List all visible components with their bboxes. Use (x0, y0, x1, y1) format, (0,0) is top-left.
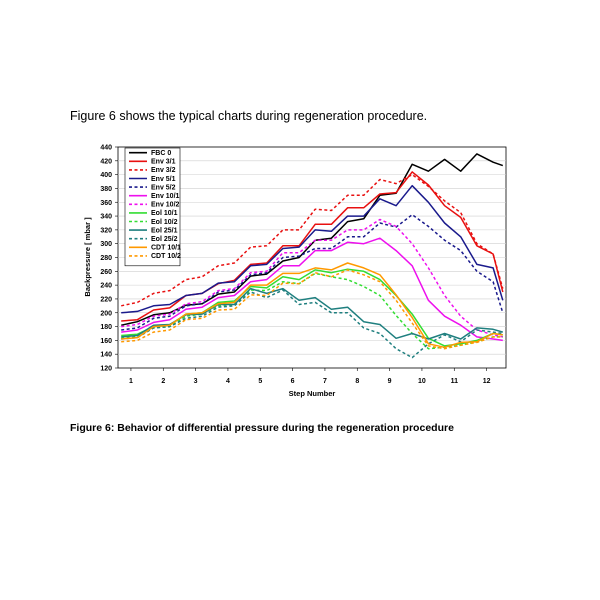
y-tick-label: 140 (100, 352, 112, 359)
legend-label-env-10-2: Env 10/2 (151, 202, 180, 209)
x-tick-label: 7 (323, 378, 327, 385)
y-tick-label: 280 (100, 255, 112, 262)
x-tick-label: 9 (388, 378, 392, 385)
series-line-env-3-2 (121, 173, 504, 307)
y-tick-label: 320 (100, 227, 112, 234)
legend-label-env-10-1: Env 10/1 (151, 193, 180, 200)
x-tick-label: 4 (226, 378, 230, 385)
series-line-env-10-2 (121, 218, 503, 338)
legend-label-eol-10-2: Eol 10/2 (151, 219, 178, 226)
y-tick-label: 200 (100, 310, 112, 317)
x-tick-label: 12 (483, 378, 491, 385)
legend-label-cdt-10-2: CDT 10/2 (151, 253, 181, 260)
legend-label-eol-10-1: Eol 10/1 (151, 210, 178, 217)
figure-caption: Figure 6: Behavior of differential press… (70, 422, 454, 434)
x-axis-label: Step Number (289, 389, 336, 398)
intro-text: Figure 6 shows the typical charts during… (70, 109, 428, 123)
y-tick-label: 420 (100, 158, 112, 165)
y-tick-label: 360 (100, 200, 112, 207)
y-tick-label: 380 (100, 186, 112, 193)
series-line-env-10-1 (121, 237, 503, 342)
legend-label-env-5-1: Env 5/1 (151, 176, 176, 183)
x-tick-label: 11 (451, 378, 459, 385)
series-line-env-5-1 (121, 184, 504, 314)
legend-label-eol-25-2: Eol 25/2 (151, 236, 178, 243)
x-tick-label: 6 (291, 378, 295, 385)
y-tick-label: 240 (100, 283, 112, 290)
series-lines (121, 153, 504, 359)
y-tick-label: 400 (100, 172, 112, 179)
y-axis-ticks: 120 140 160 180 200 220 240 260 280 300 320 340 360 3… (100, 145, 118, 373)
legend-label-env-3-1: Env 3/1 (151, 159, 176, 166)
legend-label-env-3-2: Env 3/2 (151, 167, 176, 174)
y-tick-label: 300 (100, 241, 112, 248)
x-tick-label: 8 (355, 378, 359, 385)
y-tick-label: 160 (100, 338, 112, 345)
y-tick-label: 440 (100, 145, 112, 152)
legend-box (124, 147, 181, 267)
x-tick-label: 5 (258, 378, 262, 385)
x-tick-label: 2 (161, 378, 165, 385)
y-tick-label: 340 (100, 214, 112, 221)
series-line-cdt-10-2 (121, 269, 503, 350)
legend-label-eol-25-1: Eol 25/1 (151, 227, 178, 234)
x-tick-label: 3 (194, 378, 198, 385)
legend-label-env-5-2: Env 5/2 (151, 184, 176, 191)
y-tick-label: 220 (100, 296, 112, 303)
x-axis-ticks: 1 2 3 4 5 6 7 8 9 10 11 12 (129, 368, 491, 385)
x-tick-label: 10 (418, 378, 426, 385)
y-axis-label: Backpressure [ mbar ] (83, 217, 92, 297)
legend-label-fbc-0: FBC 0 (151, 150, 171, 157)
y-tick-label: 260 (100, 269, 112, 276)
x-tick-label: 1 (129, 378, 133, 385)
series-line-cdt-10-1 (121, 262, 503, 349)
series-line-env-5-2 (121, 213, 504, 331)
y-tick-label: 120 (100, 366, 112, 373)
legend-label-cdt-10-1: CDT 10/1 (151, 245, 181, 252)
series-line-eol-25-2 (121, 289, 503, 359)
y-tick-label: 180 (100, 324, 112, 331)
